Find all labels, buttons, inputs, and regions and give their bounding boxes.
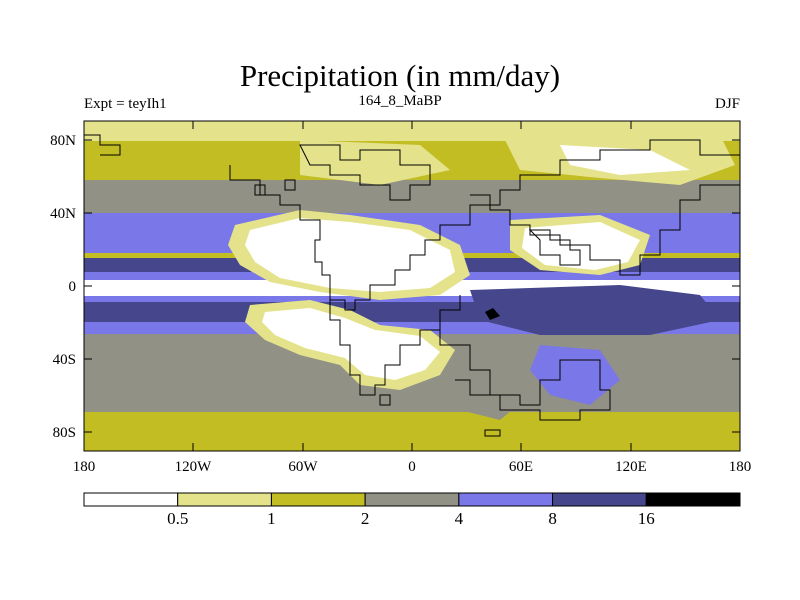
colorbar-swatch — [645, 492, 741, 507]
run-label: 164_8_MaBP — [358, 93, 442, 109]
longitude-axis: 180 120W 60W 0 60E 120E 180 — [73, 121, 752, 475]
lon-tick-label: 60W — [288, 459, 318, 475]
lat-tick-label: 40N — [50, 206, 76, 222]
colorbar: 0.5 1 2 4 8 16 — [83, 492, 741, 528]
colorbar-label: 1 — [267, 509, 276, 528]
lat-tick-label: 80N — [50, 133, 76, 149]
colorbar-swatch — [364, 492, 460, 507]
lon-tick-label: 120E — [615, 459, 647, 475]
lon-tick-label: 180 — [729, 459, 752, 475]
colorbar-label: 2 — [361, 509, 370, 528]
lon-tick-label: 60E — [509, 459, 533, 475]
lat-tick-label: 40S — [53, 352, 76, 368]
lon-tick-label: 0 — [408, 459, 416, 475]
lat-tick-label: 80S — [53, 425, 76, 441]
precipitation-field — [84, 121, 740, 451]
colorbar-label: 0.5 — [167, 509, 188, 528]
continent-outlines — [84, 134, 740, 437]
colorbar-swatch — [552, 492, 647, 507]
lat-tick-label: 0 — [69, 279, 77, 295]
colorbar-label: 8 — [548, 509, 557, 528]
season-label: DJF — [714, 96, 740, 112]
experiment-label: Expt = teyIh1 — [84, 96, 167, 112]
colorbar-swatch — [177, 492, 272, 507]
colorbar-label: 16 — [638, 509, 655, 528]
colorbar-swatch — [458, 492, 554, 507]
latitude-axis: 80N 40N 0 40S 80S — [50, 133, 740, 441]
colorbar-swatch — [83, 492, 179, 507]
lon-tick-label: 120W — [175, 459, 213, 475]
map-title: Precipitation (in mm/day) — [239, 58, 561, 93]
colorbar-label: 4 — [455, 509, 464, 528]
colorbar-swatch — [270, 492, 366, 507]
lon-tick-label: 180 — [73, 459, 96, 475]
